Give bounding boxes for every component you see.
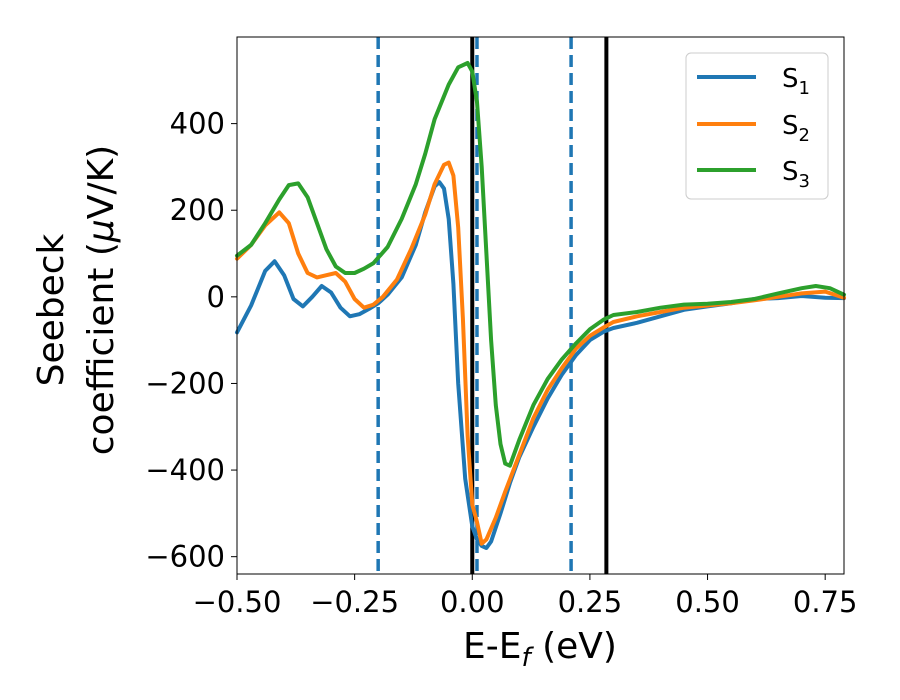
legend-label-s2: S2	[782, 111, 810, 146]
x-tick-label: −0.50	[193, 585, 282, 619]
y-tick-label: 0	[207, 280, 225, 314]
y-tick-label: −400	[145, 453, 225, 487]
y-axis-label-line2: coefficient (μV/K)	[81, 145, 122, 455]
x-axis-label-unit: (eV)	[531, 626, 617, 667]
y-axis-label-pre: coefficient (	[81, 242, 122, 455]
legend: S1 S2 S3	[685, 52, 829, 200]
x-tick-label: 0.50	[675, 585, 740, 619]
y-axis-label-post: V/K)	[81, 145, 122, 219]
x-axis-label: E-Ef (eV)	[463, 626, 617, 673]
y-tick-label: 400	[170, 107, 225, 141]
x-tick-label: 0.75	[793, 585, 858, 619]
y-tick-label: −600	[145, 540, 225, 574]
series-line-s3	[235, 61, 846, 468]
x-axis-ticks: −0.50 −0.25 0.00 0.25 0.50 0.75	[193, 574, 858, 619]
reference-lines	[376, 37, 609, 574]
series-layer	[235, 61, 846, 550]
legend-box	[685, 52, 829, 200]
y-tick-label: −200	[145, 366, 225, 400]
series-line-s2	[235, 160, 846, 546]
plot-frame	[236, 36, 845, 575]
x-tick-label: 0.25	[558, 585, 623, 619]
y-axis-label-line1: Seebeck	[31, 233, 72, 386]
x-axis-label-main: E-E	[463, 626, 521, 667]
y-axis-ticks: −600 −400 −200 0 200 400	[145, 107, 237, 574]
legend-label-s3: S3	[782, 157, 810, 192]
series-line-s1	[235, 180, 846, 550]
y-tick-label: 200	[170, 193, 225, 227]
x-tick-label: −0.25	[310, 585, 399, 619]
y-axis-label-mu: μ	[81, 219, 122, 243]
legend-label-s1: S1	[782, 64, 810, 99]
x-tick-label: 0.00	[440, 585, 505, 619]
